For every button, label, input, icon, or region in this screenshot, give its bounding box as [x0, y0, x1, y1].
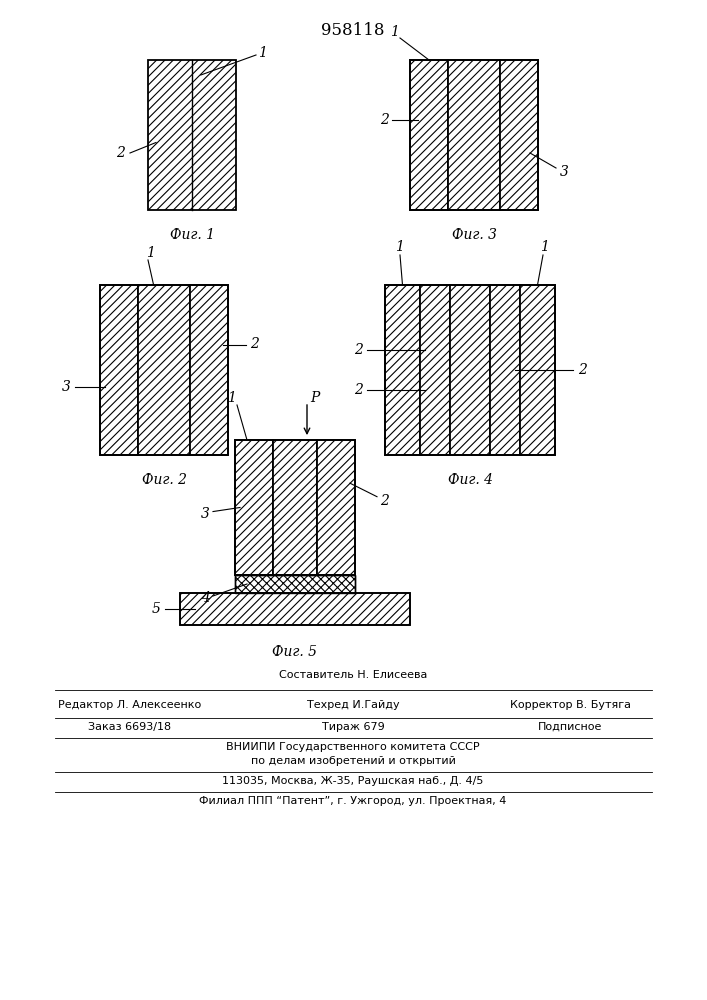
Bar: [235, 575, 355, 593]
Bar: [410, 60, 448, 210]
Text: Фиг. 4: Фиг. 4: [448, 473, 493, 487]
Bar: [180, 593, 410, 625]
Bar: [385, 285, 555, 455]
Bar: [273, 440, 317, 575]
Bar: [385, 285, 420, 455]
Text: ВНИИПИ Государственного комитета СССР: ВНИИПИ Государственного комитета СССР: [226, 742, 480, 752]
Text: 958118: 958118: [321, 22, 385, 39]
Text: Подписное: Подписное: [538, 722, 602, 732]
Text: 2: 2: [380, 113, 388, 127]
Text: 2: 2: [354, 383, 363, 397]
Bar: [500, 60, 538, 210]
Bar: [410, 60, 538, 210]
Bar: [138, 285, 190, 455]
Text: Редактор Л. Алексеенко: Редактор Л. Алексеенко: [59, 700, 201, 710]
Bar: [180, 593, 410, 625]
Text: Корректор В. Бутяга: Корректор В. Бутяга: [510, 700, 631, 710]
Text: 2: 2: [354, 343, 363, 357]
Bar: [520, 285, 555, 455]
Bar: [317, 440, 355, 575]
Text: 1: 1: [257, 46, 267, 60]
Text: 1: 1: [226, 391, 235, 405]
Text: 3: 3: [201, 507, 209, 521]
Text: P: P: [310, 391, 320, 405]
Text: Фиг. 2: Фиг. 2: [141, 473, 187, 487]
Text: 1: 1: [146, 246, 154, 260]
Text: 3: 3: [62, 380, 71, 394]
Bar: [490, 285, 520, 455]
Text: Фиг. 3: Фиг. 3: [452, 228, 496, 242]
Text: 5: 5: [151, 602, 160, 616]
Text: 2: 2: [578, 363, 586, 377]
Bar: [190, 285, 228, 455]
Bar: [235, 440, 355, 575]
Text: 2: 2: [380, 494, 390, 508]
Text: 1: 1: [539, 240, 549, 254]
Bar: [448, 60, 500, 210]
Bar: [100, 285, 138, 455]
Text: Фиг. 5: Фиг. 5: [272, 645, 317, 659]
Bar: [450, 285, 490, 455]
Text: 1: 1: [390, 25, 399, 39]
Text: Техред И.Гайду: Техред И.Гайду: [307, 700, 399, 710]
Bar: [100, 285, 228, 455]
Text: 113035, Москва, Ж-35, Раушская наб., Д. 4/5: 113035, Москва, Ж-35, Раушская наб., Д. …: [222, 776, 484, 786]
Text: 4: 4: [201, 591, 209, 605]
Bar: [235, 440, 273, 575]
Bar: [420, 285, 450, 455]
Text: 1: 1: [395, 240, 404, 254]
Bar: [235, 575, 355, 593]
Text: Фиг. 1: Фиг. 1: [170, 228, 214, 242]
Text: 2: 2: [115, 146, 124, 160]
Text: Заказ 6693/18: Заказ 6693/18: [88, 722, 172, 732]
Text: Тираж 679: Тираж 679: [322, 722, 385, 732]
Text: 2: 2: [250, 338, 259, 352]
Text: 3: 3: [559, 165, 568, 180]
Text: по делам изобретений и открытий: по делам изобретений и открытий: [250, 756, 455, 766]
Text: Филиал ППП “Патент”, г. Ужгород, ул. Проектная, 4: Филиал ППП “Патент”, г. Ужгород, ул. Про…: [199, 796, 507, 806]
Bar: [148, 60, 236, 210]
Text: Составитель Н. Елисеева: Составитель Н. Елисеева: [279, 670, 427, 680]
